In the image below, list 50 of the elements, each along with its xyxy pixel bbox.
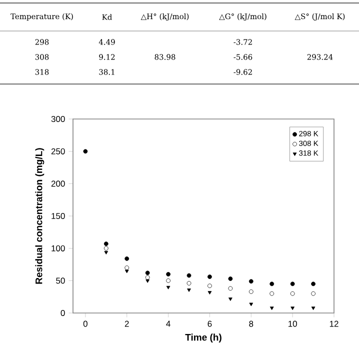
- point: [145, 275, 150, 280]
- point: [249, 302, 254, 306]
- x-axis-title: Time (h): [185, 334, 222, 343]
- point: [311, 282, 316, 286]
- x-tick-label: 4: [166, 320, 170, 327]
- point: [311, 306, 316, 310]
- point: [124, 256, 130, 261]
- point: [290, 291, 295, 296]
- x-tick-label: 6: [208, 320, 212, 327]
- point: [311, 291, 316, 296]
- y-tick-label: 150: [52, 213, 65, 220]
- point: [228, 276, 233, 281]
- point: [208, 274, 212, 279]
- point: [270, 291, 274, 296]
- point: [270, 306, 274, 310]
- y-tick-label: 100: [52, 245, 65, 252]
- point: [228, 286, 233, 291]
- x-tick-label: 12: [330, 320, 338, 327]
- x-tick-label: 0: [83, 320, 88, 327]
- x-tick-label: 10: [288, 320, 297, 327]
- point: [290, 282, 295, 286]
- point: [104, 246, 108, 251]
- point: [248, 289, 254, 294]
- point: [187, 288, 191, 292]
- point: [208, 291, 212, 295]
- x-tick-label: 8: [249, 320, 254, 327]
- point: [166, 286, 170, 290]
- point: [146, 279, 150, 283]
- point: [145, 270, 150, 276]
- point: [208, 284, 212, 288]
- y-tick-label: 250: [51, 148, 65, 154]
- point: [166, 272, 170, 276]
- point: [290, 306, 295, 310]
- point: [104, 242, 108, 246]
- point: [186, 273, 192, 278]
- point: [270, 282, 274, 286]
- point: [124, 270, 129, 274]
- point: [186, 281, 192, 286]
- point: [104, 251, 108, 254]
- y-tick-label: 200: [51, 180, 65, 187]
- y-tick-label: 50: [56, 278, 65, 284]
- y-axis-title: Residual concentration (mg/L): [35, 148, 44, 284]
- point: [83, 149, 88, 154]
- point: [124, 266, 130, 270]
- x-tick-label: 2: [124, 320, 129, 327]
- point: [228, 298, 232, 301]
- y-tick-label: 0: [60, 310, 65, 316]
- point: [166, 278, 170, 283]
- point: [248, 279, 254, 284]
- y-tick-label: 300: [51, 116, 65, 122]
